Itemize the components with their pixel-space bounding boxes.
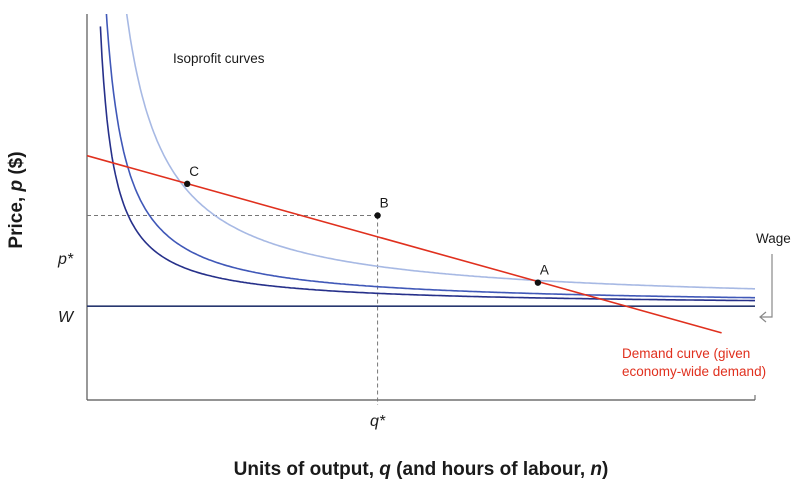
- x-tick-label-q-star: q*: [370, 413, 386, 430]
- isoprofit-curve-3: [125, 14, 755, 290]
- wage-label: Wage: [756, 231, 791, 246]
- demand-label-line1: Demand curve (given: [622, 346, 750, 361]
- y-axis-title: Price, p ($): [6, 151, 27, 248]
- dashed-guides: [87, 214, 379, 405]
- point-label-b: B: [380, 195, 389, 210]
- demand-label-line2: economy-wide demand): [622, 364, 766, 379]
- isoprofit-curve-2: [105, 14, 755, 299]
- curves-group: [87, 14, 755, 334]
- isoprofit-curve-1: [99, 26, 755, 302]
- point-c: [184, 180, 191, 188]
- x-axis-title: Units of output, q (and hours of labour,…: [234, 459, 609, 480]
- point-b: [374, 212, 381, 219]
- y-tick-label-p-star: p*: [57, 251, 74, 268]
- point-a: [534, 279, 542, 286]
- y-tick-label-w: W: [58, 309, 75, 326]
- point-label-a: A: [540, 263, 549, 278]
- points-group: C B A: [184, 164, 549, 286]
- wage-arrow-icon: [759, 254, 773, 323]
- isoprofit-label: Isoprofit curves: [173, 51, 265, 66]
- demand-curve: [87, 154, 722, 334]
- point-label-c: C: [189, 164, 199, 179]
